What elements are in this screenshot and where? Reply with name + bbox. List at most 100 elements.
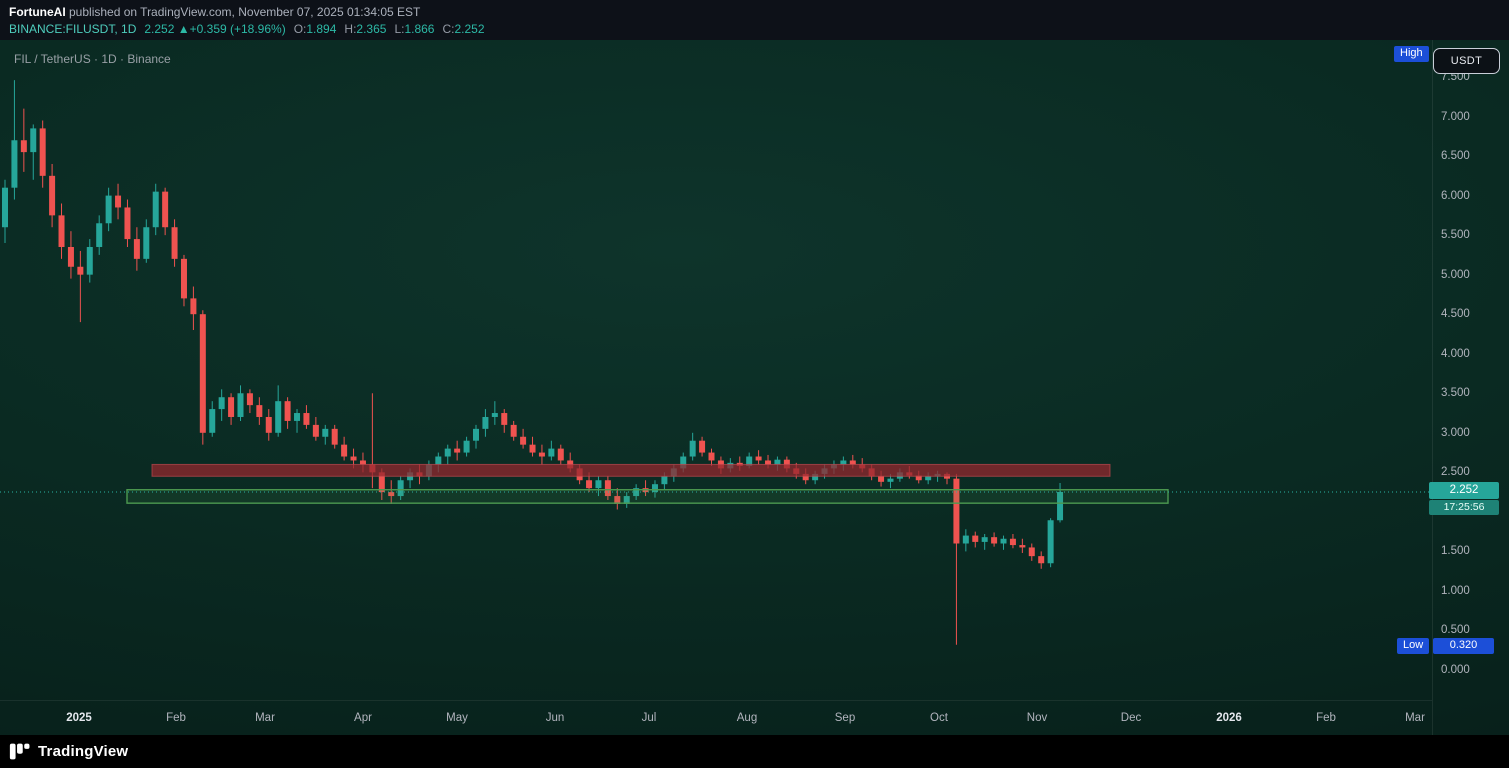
candle-body xyxy=(765,460,772,465)
candle-body xyxy=(152,191,159,228)
candle-body xyxy=(981,537,988,542)
last-price: 2.252 xyxy=(144,22,175,36)
candle-body xyxy=(435,456,442,465)
candlestick-plot[interactable] xyxy=(0,40,1432,735)
author-name: FortuneAI xyxy=(9,5,66,19)
candle-body xyxy=(1038,556,1045,564)
candle-body xyxy=(341,444,348,457)
candle-body xyxy=(265,416,272,433)
candle-body xyxy=(915,475,922,481)
candle-body xyxy=(359,460,366,465)
time-tick-label: Oct xyxy=(930,712,948,724)
candle-body xyxy=(246,393,253,406)
candle-body xyxy=(614,496,621,504)
candle-body xyxy=(501,413,508,425)
price-tick-label: 5.500 xyxy=(1441,229,1470,242)
candle-body xyxy=(303,413,310,425)
candle-body xyxy=(538,452,545,457)
candle-body xyxy=(925,476,932,481)
open-value: 1.894 xyxy=(306,22,337,36)
time-tick-label: Feb xyxy=(1316,712,1336,724)
candle-body xyxy=(463,440,470,453)
candle-body xyxy=(840,460,847,465)
candle-body xyxy=(623,496,630,504)
candle-body xyxy=(454,448,461,453)
candle-body xyxy=(812,473,819,481)
close-value: 2.252 xyxy=(454,22,485,36)
price-tick-label: 5.000 xyxy=(1441,268,1470,281)
candle-body xyxy=(689,440,696,457)
candle-body xyxy=(755,456,762,461)
chart-watermark: FIL / TetherUS · 1D · Binance xyxy=(14,52,171,66)
candle-body xyxy=(482,416,489,429)
candle-body xyxy=(953,478,960,544)
candle-body xyxy=(972,535,979,542)
price-tick-label: 1.000 xyxy=(1441,584,1470,597)
time-tick-label: Nov xyxy=(1026,712,1048,724)
candle-body xyxy=(388,492,395,497)
candle-body xyxy=(680,456,687,469)
price-axis[interactable]: 0.0000.5001.0001.5002.0002.5003.0003.500… xyxy=(1432,40,1509,735)
candle-body xyxy=(256,405,263,417)
price-tick-label: 4.500 xyxy=(1441,308,1470,321)
time-tick-label: Dec xyxy=(1120,712,1142,724)
candle-body xyxy=(699,440,706,453)
candle-body xyxy=(284,401,291,421)
high-value: 2.365 xyxy=(356,22,387,36)
candle-body xyxy=(746,456,753,467)
candle-body xyxy=(651,484,658,493)
time-tick-label: Aug xyxy=(736,712,758,724)
price-tick-label: 0.000 xyxy=(1441,664,1470,676)
candle-body xyxy=(595,480,602,489)
candle-body xyxy=(20,140,27,153)
candle-body xyxy=(133,239,140,259)
candle-body xyxy=(190,298,197,315)
candle-body xyxy=(774,459,781,465)
candle-body xyxy=(294,413,301,421)
candle-body xyxy=(1009,538,1016,546)
change-arrow-icon: ▲ xyxy=(177,22,190,36)
symbol-info-bar: BINANCE:FILUSDT, 1D 2.252 ▲+0.359 (+18.96… xyxy=(9,22,485,36)
time-tick-label: May xyxy=(446,712,468,724)
candle-body xyxy=(105,195,112,224)
low-value-badge: 0.320 xyxy=(1433,638,1494,654)
candle-body xyxy=(67,246,74,267)
currency-toggle-button[interactable]: USDT xyxy=(1433,48,1500,74)
time-tick-label: Jun xyxy=(545,712,565,724)
candle-body xyxy=(1047,520,1054,564)
tradingview-brand-link[interactable]: TradingView xyxy=(38,743,129,760)
resistance-zone xyxy=(151,463,1111,477)
tradingview-logo-icon[interactable] xyxy=(9,741,30,762)
candle-body xyxy=(58,215,65,247)
candle-body xyxy=(180,258,187,299)
candle-body xyxy=(397,480,404,497)
last-price-badge: 2.252 xyxy=(1429,481,1499,499)
candle-body xyxy=(802,473,809,481)
price-tick-label: 3.000 xyxy=(1441,426,1470,439)
candle-body xyxy=(30,128,37,153)
price-change: +0.359 (+18.96%) xyxy=(189,22,286,36)
candle-body xyxy=(1019,545,1026,548)
candle-body xyxy=(991,537,998,544)
candle-body xyxy=(661,476,668,485)
candle-body xyxy=(586,480,593,489)
candle-body xyxy=(878,476,885,482)
candle-body xyxy=(124,207,131,240)
time-tick-label: Mar xyxy=(1405,712,1425,724)
candle-body xyxy=(350,456,357,461)
time-tick-label: Mar xyxy=(255,712,275,724)
candle-body xyxy=(887,478,894,482)
time-tick-label: 2025 xyxy=(66,712,92,724)
candle-body xyxy=(473,428,479,441)
candle-body xyxy=(1057,491,1064,521)
chart-area[interactable]: FIL / TetherUS · 1D · Binance 0.000 0.500… xyxy=(0,40,1509,735)
candle-body xyxy=(228,397,235,417)
low-marker-badge: Low xyxy=(1397,638,1430,654)
candle-body xyxy=(444,448,451,457)
publish-info-line: FortuneAI published on TradingView.com, … xyxy=(9,5,420,19)
candle-body xyxy=(77,266,84,275)
time-tick-label: Sep xyxy=(834,712,856,724)
candle-body xyxy=(49,175,56,216)
time-axis[interactable]: 2025 Feb Mar Apr May Jun Jul Aug Sep Oct Nov Dec 202… xyxy=(0,700,1432,735)
close-label: C: xyxy=(442,22,455,36)
